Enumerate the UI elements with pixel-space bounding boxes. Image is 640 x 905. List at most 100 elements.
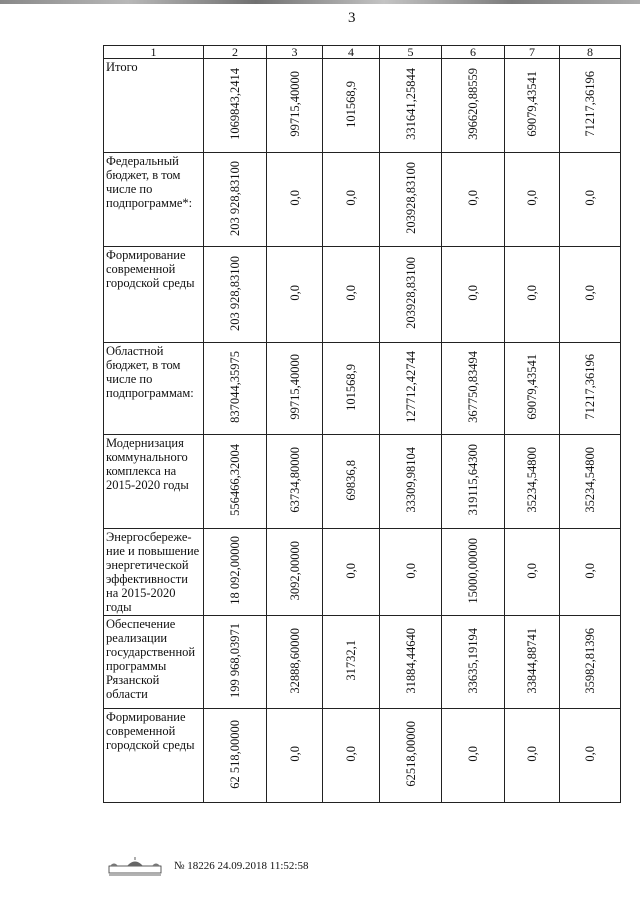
cell-value: 0,0 [583,190,597,206]
cell-value: 0,0 [525,562,539,579]
table-row: Формирование современной городской среды… [103,708,621,803]
value-cell: 62 518,00000 [203,708,267,803]
table-row: Обеспечение реализации государственной п… [103,615,621,709]
cell-value: 62 518,00000 [228,719,242,789]
cell-value: 203928,83100 [403,257,418,329]
value-cell: 33309,98104 [379,434,442,529]
column-header: 2 [203,45,267,59]
value-cell: 203 928,83100 [203,152,267,247]
value-cell: 203 928,83100 [203,246,267,343]
column-header: 7 [504,45,560,59]
value-cell: 69836,8 [322,434,380,529]
value-cell: 35982,81396 [559,615,621,709]
row-label: Обеспечение реализации государственной п… [103,615,204,709]
cell-value: 71217,36196 [583,354,597,420]
cell-value: 33844,88741 [525,627,539,694]
cell-value: 101568,9 [344,363,358,411]
value-cell: 0,0 [322,708,380,803]
value-cell: 0,0 [322,152,380,247]
cell-value: 1069843,2414 [228,68,242,140]
value-cell: 199 968,03971 [203,615,267,709]
cell-value: 3092,00000 [287,540,302,601]
value-cell: 71217,36196 [559,342,621,435]
value-cell: 0,0 [266,152,323,247]
cell-value: 203928,83100 [403,162,418,234]
value-cell: 0,0 [441,152,505,247]
table-row: Федеральный бюджет, в том числе по подпр… [103,152,621,247]
column-header: 5 [379,45,442,59]
cell-value: 203 928,83100 [228,160,242,236]
row-label: Модернизация коммунального комплекса на … [103,434,204,529]
cell-value: 71217,36196 [583,71,597,137]
value-cell: 99715,40000 [266,342,323,435]
table-row: Итого 1069843,2414 99715,40000 101568,9 3316… [103,58,621,153]
value-cell: 0,0 [559,246,621,343]
value-cell: 69079,43541 [504,342,560,435]
value-cell: 203928,83100 [379,246,442,343]
value-cell: 101568,9 [322,342,380,435]
cell-value: 69079,43541 [525,71,539,137]
cell-value: 99715,40000 [287,354,302,420]
value-cell: 31732,1 [322,615,380,709]
cell-value: 31732,1 [344,640,358,681]
row-label: Формирование современной городской среды [103,708,204,803]
registration-stamp: № 18226 24.09.2018 11:52:58 [108,856,308,876]
table-row: Энергосбереже-ние и повышение энергетиче… [103,528,621,616]
building-dome-logo-icon [108,857,162,876]
cell-value: 203 928,83100 [228,255,242,331]
cell-value: 18 092,00000 [228,536,242,605]
value-cell: 0,0 [559,708,621,803]
value-cell: 3092,00000 [266,528,323,616]
value-cell: 99715,40000 [266,58,323,153]
cell-value: 35234,54800 [583,447,597,513]
cell-value: 127712,42744 [403,351,418,423]
value-cell: 32888,60000 [266,615,323,709]
value-cell: 0,0 [322,246,380,343]
value-cell: 0,0 [441,708,505,803]
cell-value: 0,0 [525,190,539,206]
cell-value: 33309,98104 [403,447,418,513]
scan-edge [0,0,640,4]
value-cell: 0,0 [441,246,505,343]
value-cell: 0,0 [266,246,323,343]
value-cell: 0,0 [504,528,560,616]
value-cell: 63734,80000 [266,434,323,529]
column-header: 4 [322,45,380,59]
cell-value: 99715,40000 [287,71,302,137]
value-cell: 101568,9 [322,58,380,153]
cell-value: 0,0 [583,285,597,301]
cell-value: 0,0 [466,746,480,762]
cell-value: 32888,60000 [287,627,302,694]
cell-value: 367750,83494 [466,351,480,423]
cell-value: 69079,43541 [525,354,539,420]
column-header: 1 [103,45,204,59]
table-row: Модернизация коммунального комплекса на … [103,434,621,529]
value-cell: 1069843,2414 [203,58,267,153]
cell-value: 0,0 [525,285,539,301]
value-cell: 35234,54800 [504,434,560,529]
row-label: Энергосбереже-ние и повышение энергетиче… [103,528,204,616]
value-cell: 319115,64300 [441,434,505,529]
cell-value: 0,0 [344,285,358,301]
cell-value: 69836,8 [344,459,358,501]
cell-value: 63734,80000 [287,447,302,513]
value-cell: 0,0 [559,152,621,247]
row-label: Федеральный бюджет, в том числе по подпр… [103,152,204,247]
cell-value: 556466,32004 [228,444,242,516]
cell-value: 35982,81396 [583,627,597,694]
value-cell: 33844,88741 [504,615,560,709]
cell-value: 0,0 [344,562,358,579]
row-label: Итого [103,58,204,153]
value-cell: 556466,32004 [203,434,267,529]
cell-value: 0,0 [287,285,302,301]
cell-value: 0,0 [583,562,597,579]
cell-value: 0,0 [403,562,418,579]
cell-value: 35234,54800 [525,447,539,513]
value-cell: 331641,25844 [379,58,442,153]
cell-value: 199 968,03971 [228,623,242,698]
cell-value: 0,0 [466,190,480,206]
value-cell: 837044,35975 [203,342,267,435]
cell-value: 101568,9 [344,80,358,128]
cell-value: 0,0 [344,190,358,206]
cell-value: 33635,19194 [466,627,480,694]
